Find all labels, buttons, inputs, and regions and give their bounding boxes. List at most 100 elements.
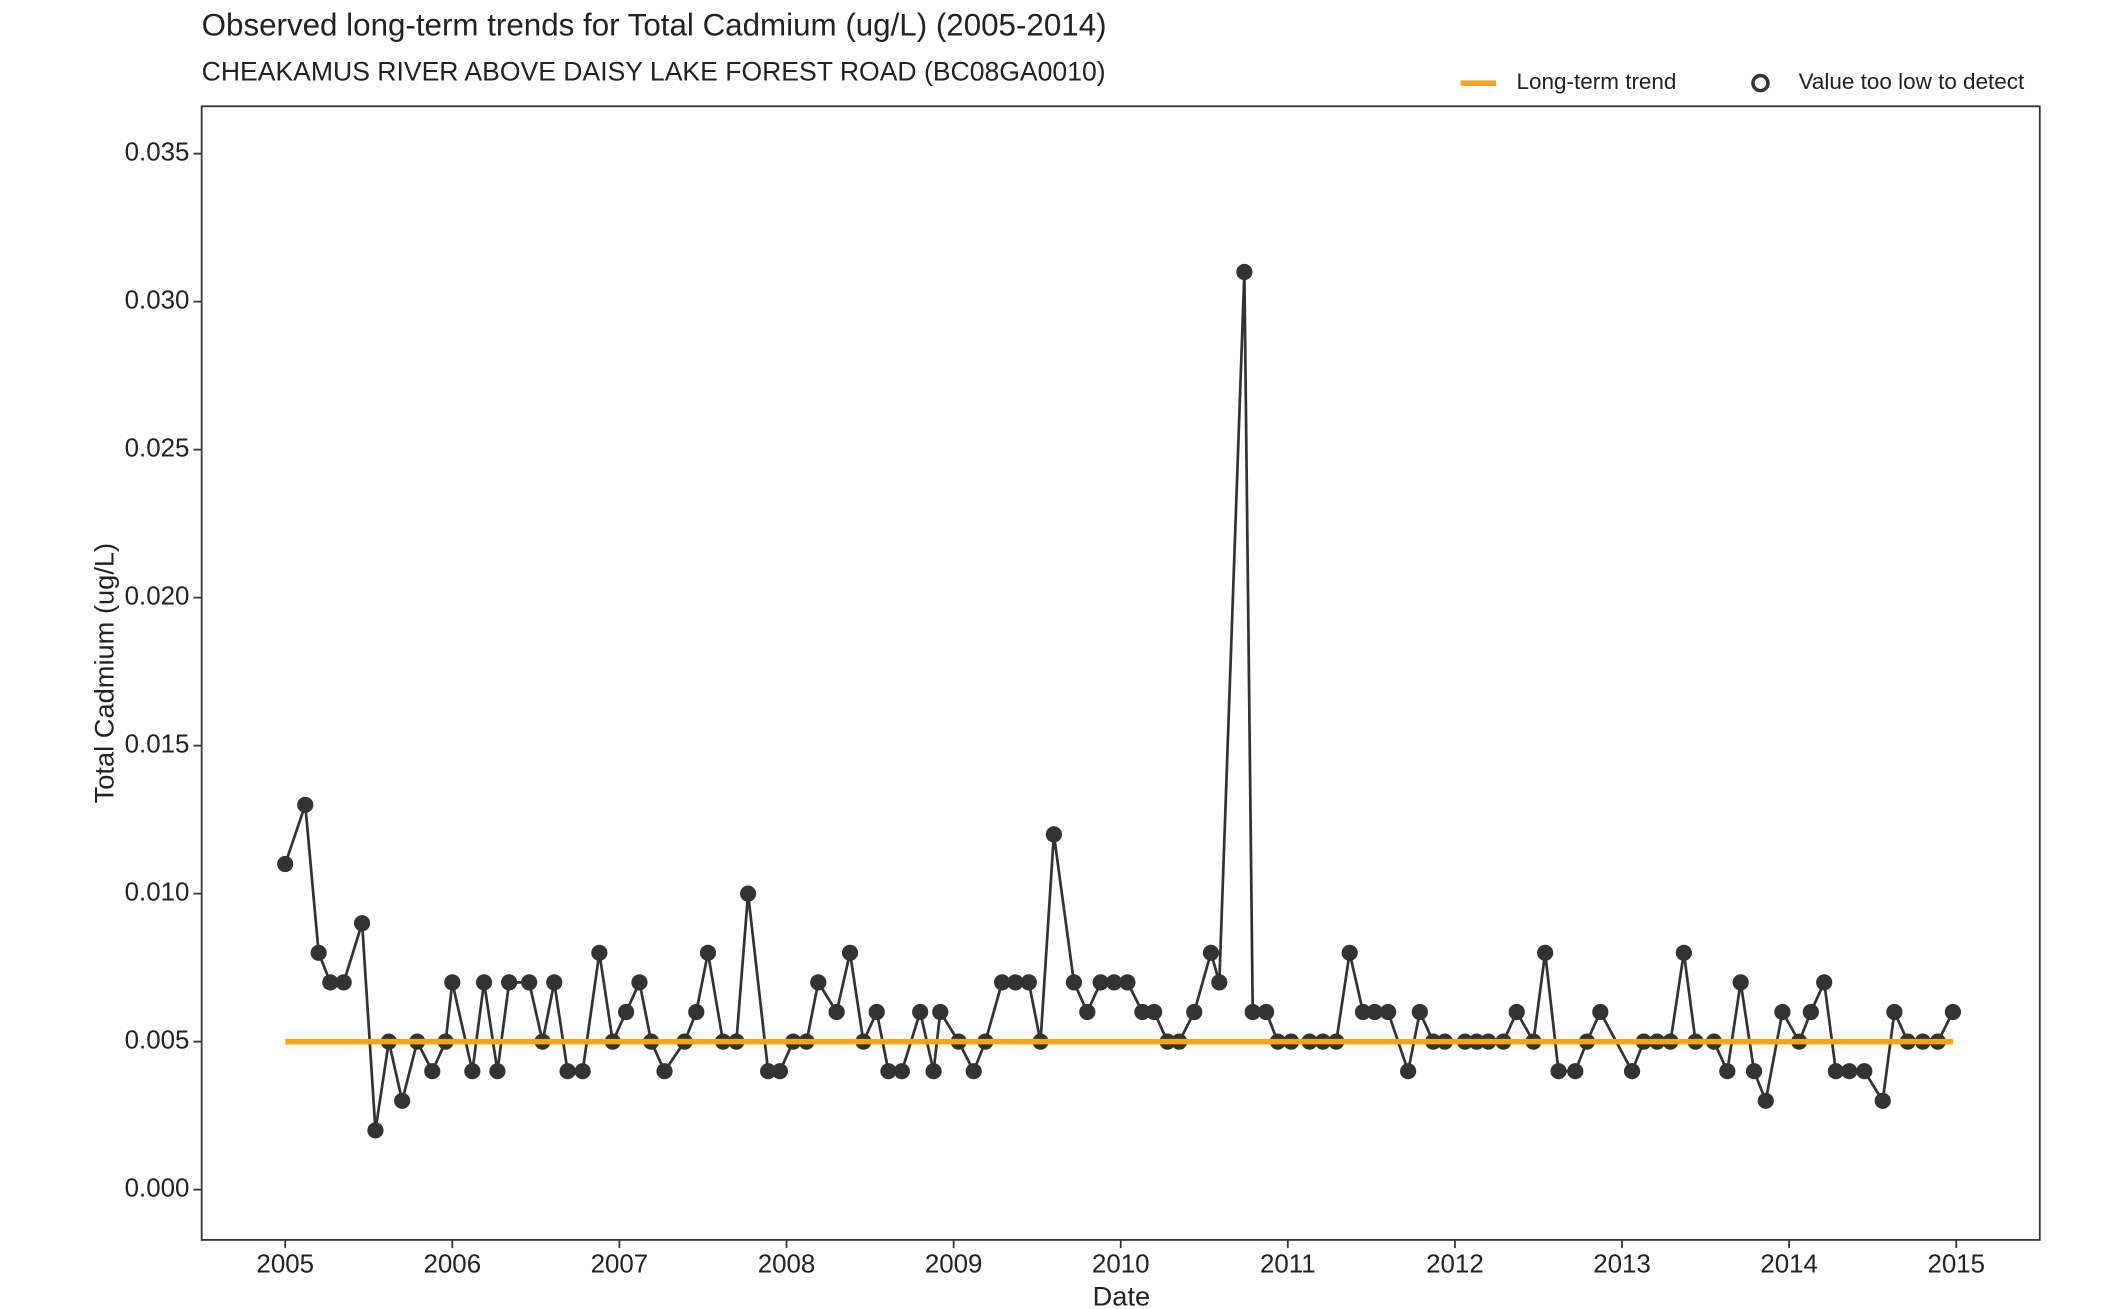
data-point: [1745, 1063, 1763, 1080]
x-tick-label: 2005: [256, 1251, 314, 1279]
data-point: [1186, 1003, 1203, 1021]
data-point: [1211, 974, 1228, 991]
data-point: [464, 1063, 481, 1080]
data-point: [828, 1003, 845, 1021]
data-point: [1411, 1003, 1428, 1021]
y-tick-label: 0.035: [125, 138, 190, 166]
data-point: [1366, 1003, 1383, 1021]
data-point: [475, 974, 493, 991]
data-point: [335, 974, 352, 991]
x-tick-label: 2012: [1426, 1251, 1484, 1279]
data-point: [1886, 1003, 1903, 1021]
x-axis-title: Date: [1093, 1281, 1151, 1309]
data-line: [283, 271, 1955, 1131]
data-point: [1400, 1063, 1417, 1080]
data-point: [1827, 1063, 1845, 1080]
x-tick-label: 2014: [1760, 1251, 1818, 1279]
data-point: [489, 1063, 506, 1080]
x-tick-label: 2015: [1927, 1251, 1985, 1279]
data-point: [699, 944, 717, 961]
data-point: [1119, 974, 1136, 991]
data-point: [993, 974, 1011, 991]
data-point: [771, 1063, 788, 1080]
x-tick-label: 2013: [1593, 1251, 1651, 1279]
data-point: [1802, 1003, 1819, 1021]
data-point: [1007, 974, 1024, 991]
x-tick-label: 2006: [424, 1251, 482, 1279]
data-point: [1675, 944, 1692, 961]
data-point: [322, 974, 339, 991]
x-tick-label: 2007: [591, 1251, 649, 1279]
data-point: [631, 974, 648, 991]
y-tick-label: 0.000: [125, 1174, 190, 1202]
data-point: [1257, 1003, 1275, 1021]
data-point: [688, 1003, 705, 1021]
data-point: [394, 1092, 411, 1109]
data-point: [1841, 1063, 1858, 1080]
data-point: [501, 974, 518, 991]
y-tick-label: 0.010: [125, 878, 190, 906]
data-point: [965, 1063, 982, 1080]
data-point: [810, 974, 827, 991]
data-point: [1623, 1063, 1641, 1080]
data-point: [1202, 944, 1220, 961]
data-point: [277, 855, 294, 873]
data-point: [297, 796, 314, 813]
data-point: [1567, 1063, 1584, 1080]
data-point: [367, 1122, 384, 1139]
data-point: [1020, 974, 1037, 991]
data-point: [1816, 974, 1833, 991]
data-point: [893, 1063, 910, 1080]
legend-label: Value too low to detect: [1799, 69, 2025, 94]
data-point: [1874, 1092, 1891, 1109]
data-point: [912, 1003, 929, 1021]
data-point: [424, 1063, 441, 1080]
x-tick-label: 2011: [1260, 1251, 1316, 1279]
data-point: [546, 974, 563, 991]
data-point: [1079, 1003, 1096, 1021]
x-tick-label: 2010: [1092, 1251, 1150, 1279]
x-tick-label: 2009: [925, 1251, 983, 1279]
data-point: [1774, 1003, 1791, 1021]
data-point: [521, 974, 538, 991]
data-point: [1092, 974, 1109, 991]
data-point: [880, 1063, 897, 1080]
data-point: [1105, 974, 1123, 991]
data-point: [617, 1003, 635, 1021]
data-point: [1944, 1003, 1961, 1021]
data-point: [1856, 1063, 1873, 1080]
data-point: [444, 974, 461, 991]
data-point: [1757, 1092, 1774, 1109]
data-point: [1508, 1003, 1525, 1021]
data-point: [1732, 974, 1749, 991]
y-tick-label: 0.005: [125, 1026, 190, 1054]
data-point: [932, 1003, 949, 1021]
data-point: [1146, 1003, 1163, 1021]
data-point: [1550, 1063, 1567, 1080]
data-point: [868, 1003, 885, 1021]
data-point: [1236, 263, 1253, 281]
data-point: [591, 944, 608, 961]
legend-symbol: [1751, 73, 1770, 93]
y-tick-label: 0.030: [125, 286, 190, 314]
data-point: [1045, 826, 1062, 843]
data-point: [1719, 1063, 1736, 1080]
data-point: [1065, 974, 1083, 991]
data-point: [574, 1063, 591, 1080]
data-point: [739, 885, 757, 902]
data-point: [310, 944, 327, 961]
data-point: [1537, 944, 1554, 961]
y-tick-label: 0.020: [125, 582, 190, 610]
data-point: [559, 1063, 576, 1080]
data-point: [1244, 1003, 1261, 1021]
data-point: [841, 944, 859, 961]
data-point: [1379, 1003, 1397, 1021]
legend-label: Long-term trend: [1517, 69, 1677, 94]
y-axis-title: Total Cadmium (ug/L): [88, 543, 119, 803]
chart-title: Observed long-term trends for Total Cadm…: [202, 8, 1107, 43]
data-point: [353, 915, 371, 932]
y-tick-label: 0.025: [125, 434, 190, 462]
data-point: [1592, 1003, 1609, 1021]
